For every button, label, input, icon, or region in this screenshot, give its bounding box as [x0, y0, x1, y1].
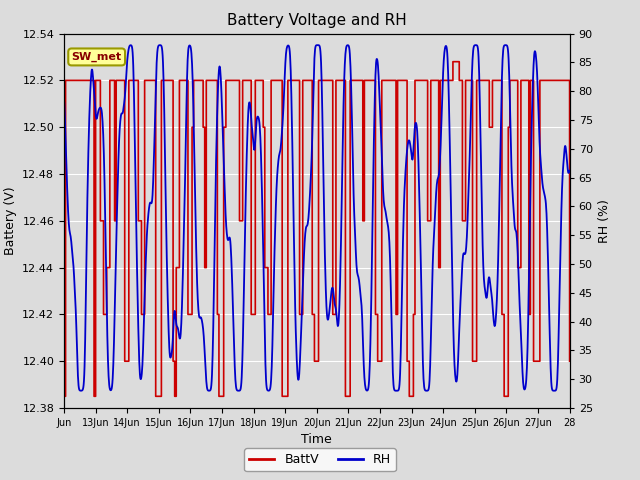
- BattV: [534, 359, 541, 364]
- RH: [289, 157, 296, 163]
- RH: [60, 97, 68, 103]
- BattV: [319, 77, 326, 83]
- Line: RH: RH: [64, 45, 570, 391]
- Legend: BattV, RH: BattV, RH: [244, 448, 396, 471]
- RH: [534, 84, 541, 90]
- BattV: [566, 359, 573, 364]
- BattV: [449, 59, 457, 64]
- RH: [150, 137, 158, 143]
- BattV: [289, 77, 296, 83]
- RH: [409, 152, 417, 158]
- Y-axis label: Battery (V): Battery (V): [4, 187, 17, 255]
- RH: [393, 388, 401, 394]
- RH: [70, 264, 77, 269]
- Text: SW_met: SW_met: [72, 52, 122, 62]
- RH: [566, 168, 573, 174]
- BattV: [70, 77, 77, 83]
- Y-axis label: RH (%): RH (%): [598, 199, 611, 243]
- BattV: [60, 394, 68, 399]
- RH: [319, 148, 327, 154]
- BattV: [150, 77, 158, 83]
- Title: Battery Voltage and RH: Battery Voltage and RH: [227, 13, 406, 28]
- X-axis label: Time: Time: [301, 433, 332, 446]
- RH: [314, 42, 321, 48]
- BattV: [408, 394, 416, 399]
- Line: BattV: BattV: [64, 61, 570, 396]
